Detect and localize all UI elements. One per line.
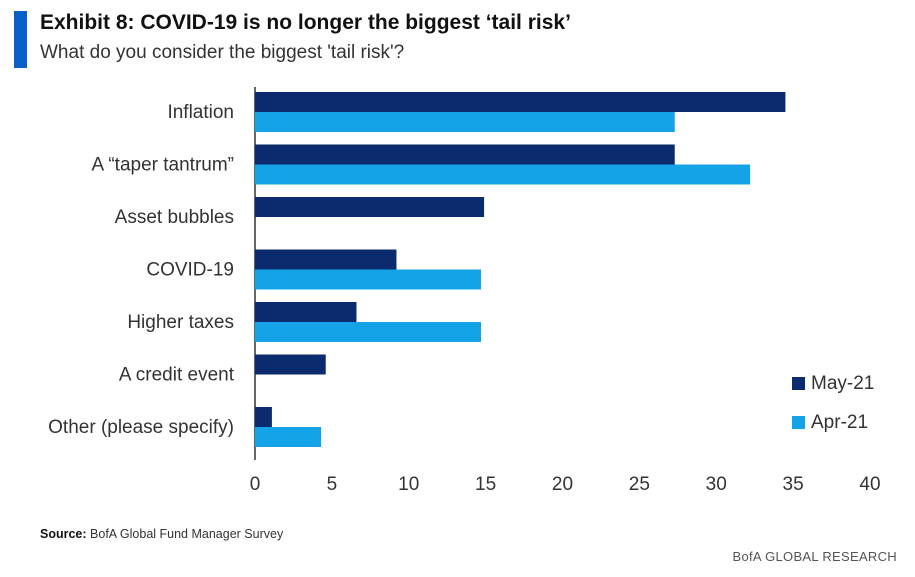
bar-apr-21 bbox=[255, 112, 675, 132]
legend-label: May-21 bbox=[811, 373, 874, 394]
source-label: Source: bbox=[40, 527, 87, 541]
x-tick-label: 10 bbox=[398, 474, 419, 495]
x-tick-label: 25 bbox=[629, 474, 650, 495]
x-tick-label: 35 bbox=[783, 474, 804, 495]
bar-may-21 bbox=[255, 144, 675, 165]
legend-swatch-may-21 bbox=[792, 377, 805, 390]
x-tick-label: 20 bbox=[552, 474, 573, 495]
x-tick-label: 0 bbox=[250, 474, 261, 495]
source-note: Source: BofA Global Fund Manager Survey bbox=[40, 527, 283, 541]
bar-apr-21 bbox=[255, 322, 482, 342]
bar-apr-21 bbox=[255, 269, 482, 290]
category-label: COVID-19 bbox=[146, 260, 234, 281]
bar-may-21 bbox=[255, 249, 397, 270]
x-tick-label: 30 bbox=[706, 474, 727, 495]
page-title: Exhibit 8: COVID-19 is no longer the big… bbox=[40, 11, 571, 34]
x-tick-label: 15 bbox=[475, 474, 496, 495]
category-label: Other (please specify) bbox=[48, 417, 234, 438]
category-label: A “taper tantrum” bbox=[91, 155, 234, 176]
bar-may-21 bbox=[255, 197, 485, 217]
bar-may-21 bbox=[255, 407, 272, 427]
x-tick-label: 5 bbox=[327, 474, 338, 495]
category-label: A credit event bbox=[119, 365, 235, 386]
brand-label: BofA GLOBAL RESEARCH bbox=[732, 549, 897, 564]
title-accent-bar bbox=[14, 11, 27, 68]
page-subtitle: What do you consider the biggest 'tail r… bbox=[40, 42, 405, 63]
category-label: Asset bubbles bbox=[115, 207, 234, 228]
category-label: Higher taxes bbox=[127, 312, 234, 333]
category-label: Inflation bbox=[167, 102, 234, 123]
source-text: BofA Global Fund Manager Survey bbox=[90, 527, 284, 541]
legend-swatch-apr-21 bbox=[792, 416, 805, 429]
bar-apr-21 bbox=[255, 427, 322, 447]
bar-may-21 bbox=[255, 354, 326, 375]
legend-label: Apr-21 bbox=[811, 412, 868, 433]
bar-may-21 bbox=[255, 302, 357, 322]
bar-apr-21 bbox=[255, 164, 751, 185]
bar-may-21 bbox=[255, 92, 786, 112]
x-tick-label: 40 bbox=[859, 474, 880, 495]
